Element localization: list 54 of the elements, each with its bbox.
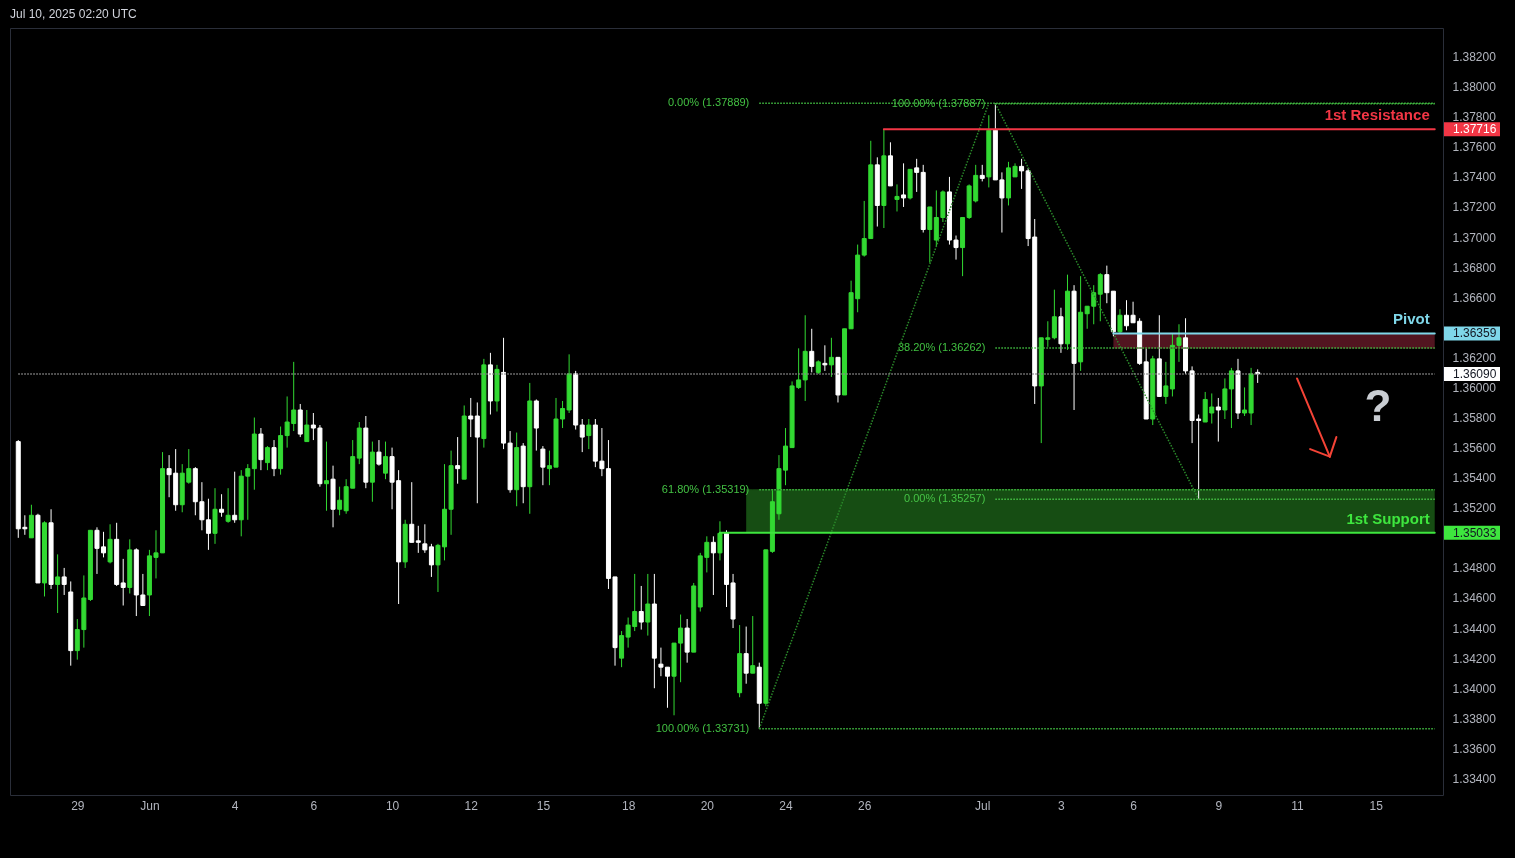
x-tick-label: 18 [621,798,636,813]
series-label: 0.00% (1.35257) [904,492,986,505]
y-tick-label: 1.33600 [1452,741,1497,756]
y-tick-label: 1.35400 [1452,471,1497,486]
y-tick-label: 1.37600 [1452,140,1497,155]
y-tick-label: 1.37200 [1452,200,1497,215]
y-tick-label: 1.38000 [1452,80,1497,95]
data-label: 1.37716 [1453,122,1497,137]
series-label: 38.20% (1.36262) [897,341,986,354]
x-tick-label: 20 [700,798,715,813]
x-tick-label: 10 [385,798,400,813]
y-tick-label: 1.36600 [1452,290,1497,305]
y-tick-label: 1.37000 [1452,230,1497,245]
y-tick-label: 1.34400 [1452,621,1497,636]
x-tick-label: 12 [464,798,479,813]
y-tick-label: 1.36000 [1452,380,1497,395]
y-tick-label: 1.35200 [1452,501,1497,516]
annotation: ? [1364,381,1392,430]
series-label: Pivot [1393,310,1430,328]
series-label: 61.80% (1.35319) [661,482,750,495]
series-label: 1st Resistance [1324,106,1430,124]
data-label: 1.36359 [1453,326,1497,341]
y-tick-label: 1.33800 [1452,711,1497,726]
y-tick-label: 1.34600 [1452,591,1497,606]
y-tick-label: 1.34200 [1452,651,1497,666]
x-tick-label: 15 [1369,798,1384,813]
x-tick-label: 15 [536,798,551,813]
y-tick-label: 1.37800 [1452,110,1497,125]
y-tick-label: 1.35800 [1452,411,1497,426]
y-tick-label: 1.36200 [1452,350,1497,365]
y-tick-label: 1.33400 [1452,771,1497,786]
data-label: 1.36090 [1453,366,1497,381]
x-tick-label: 9 [1215,798,1223,813]
x-tick-label: 11 [1291,798,1305,813]
y-tick-label: 1.34000 [1452,681,1497,696]
text: Jul 10, 2025 02:20 UTC [10,7,138,21]
x-tick-label: 24 [779,798,794,813]
y-tick-label: 1.34800 [1452,561,1497,576]
x-tick-label: 29 [71,798,85,813]
x-tick-label: 6 [310,798,318,813]
x-tick-label: 6 [1130,798,1138,813]
y-tick-label: 1.36800 [1452,260,1497,275]
data-label: 1.35033 [1453,525,1497,540]
y-tick-label: 1.38200 [1452,50,1497,65]
x-tick-label: Jul [975,798,991,813]
x-tick-label: 4 [231,798,239,813]
x-tick-label: 3 [1058,798,1066,813]
series-label: 100.00% (1.33731) [655,721,750,734]
series-label: 0.00% (1.37889) [667,96,750,109]
x-tick-label: 26 [858,798,872,813]
y-tick-label: 1.35600 [1452,441,1497,456]
y-tick-label: 1.37400 [1452,170,1497,185]
x-tick-label: Jun [140,798,160,813]
series-label: 1st Support [1346,509,1430,527]
